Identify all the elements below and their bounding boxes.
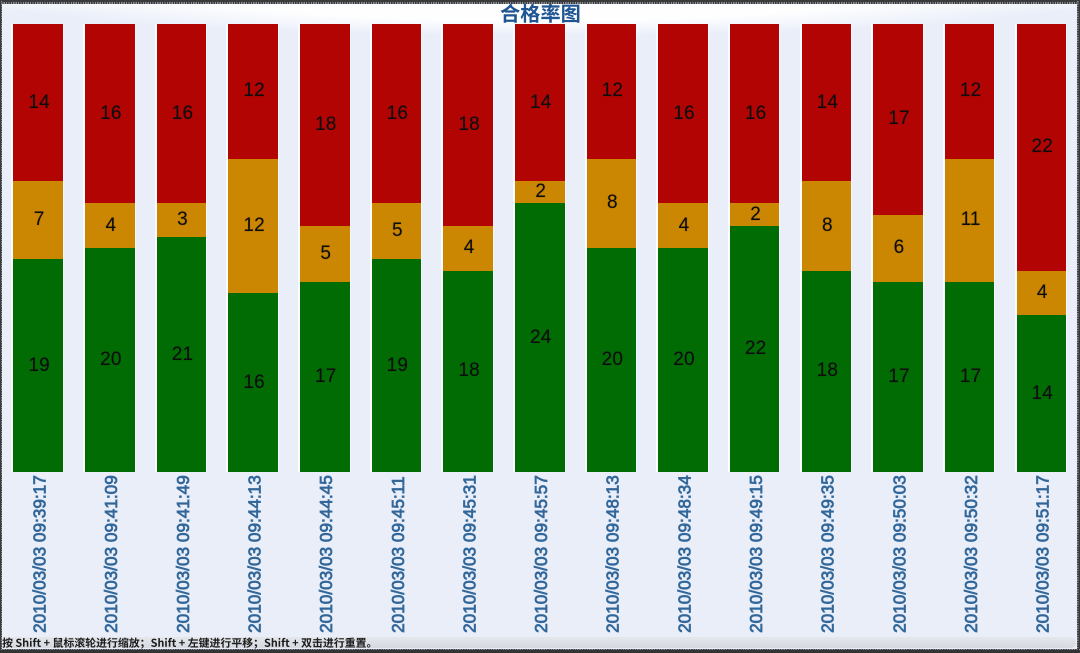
svg-text:2010/03/03 09:39:17: 2010/03/03 09:39:17 [30,475,50,633]
svg-text:2010/03/03 09:45:57: 2010/03/03 09:45:57 [531,475,551,633]
svg-text:2010/03/03 09:45:11: 2010/03/03 09:45:11 [388,476,408,632]
svg-text:2010/03/03 09:41:09: 2010/03/03 09:41:09 [101,475,121,633]
svg-text:2010/03/03 09:49:35: 2010/03/03 09:49:35 [818,475,838,633]
svg-text:2010/03/03 09:48:34: 2010/03/03 09:48:34 [674,475,694,633]
svg-text:2010/03/03 09:41:49: 2010/03/03 09:41:49 [173,475,193,633]
svg-text:2010/03/03 09:51:17: 2010/03/03 09:51:17 [1033,475,1053,633]
svg-text:2010/03/03 09:44:45: 2010/03/03 09:44:45 [316,475,336,633]
svg-text:2010/03/03 09:48:13: 2010/03/03 09:48:13 [603,475,623,633]
svg-text:2010/03/03 09:50:32: 2010/03/03 09:50:32 [961,475,981,633]
svg-text:2010/03/03 09:45:31: 2010/03/03 09:45:31 [459,475,479,633]
svg-text:2010/03/03 09:49:15: 2010/03/03 09:49:15 [746,475,766,633]
svg-text:2010/03/03 09:50:03: 2010/03/03 09:50:03 [889,475,909,633]
svg-text:2010/03/03 09:44:13: 2010/03/03 09:44:13 [245,475,265,633]
